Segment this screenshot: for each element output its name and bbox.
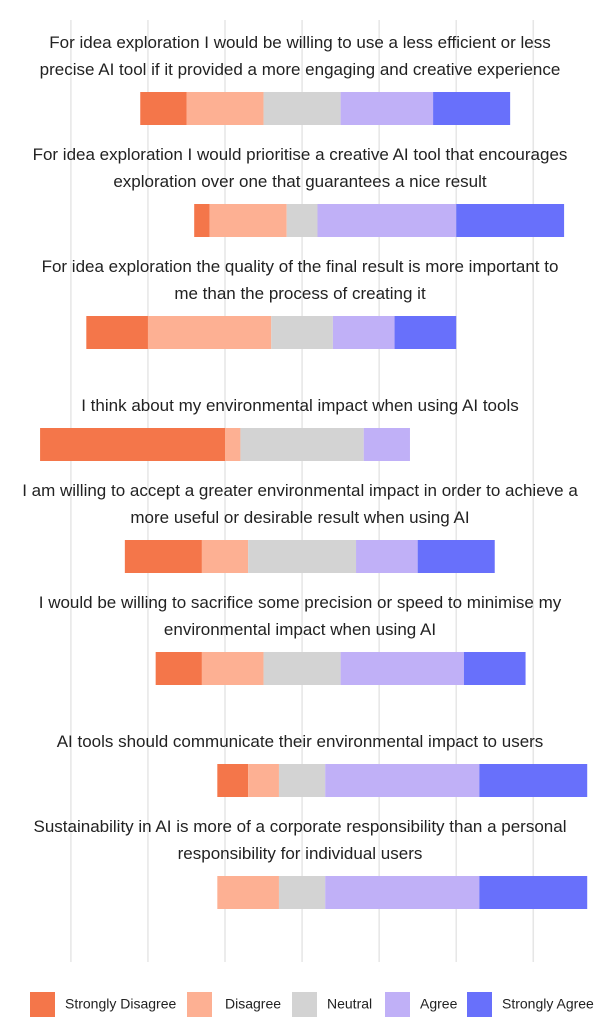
bar-segment: [363, 428, 410, 461]
bar-segment: [225, 428, 241, 461]
legend-swatch: [467, 992, 492, 1017]
bar-segment: [201, 540, 249, 573]
bar-segment: [124, 540, 202, 573]
bar-segment: [263, 652, 341, 685]
legend-label: Strongly Agree: [502, 996, 594, 1012]
question-label: For idea exploration the quality of the …: [42, 257, 559, 276]
bar-segment: [456, 204, 565, 237]
bar-segment: [140, 92, 187, 125]
bar-segment: [248, 764, 279, 797]
bar-segment: [248, 540, 357, 573]
bar-segment: [340, 652, 464, 685]
bar-segment: [278, 764, 326, 797]
question-label: more useful or desirable result when usi…: [130, 508, 469, 527]
bar-segment: [86, 316, 148, 349]
legend-label: Neutral: [327, 996, 372, 1012]
bar-segment: [317, 204, 457, 237]
bar-segment: [40, 428, 226, 461]
bar-segment: [194, 204, 210, 237]
bar-segment: [217, 876, 279, 909]
bar-segment: [479, 764, 588, 797]
bar-segment: [463, 652, 526, 685]
bar-segment: [240, 428, 364, 461]
legend-label: Disagree: [225, 996, 281, 1012]
question-label: me than the process of creating it: [174, 284, 426, 303]
legend-swatch: [187, 992, 212, 1017]
question-label: AI tools should communicate their enviro…: [57, 732, 544, 751]
legend-swatch: [292, 992, 317, 1017]
bar-segment: [155, 652, 202, 685]
bar-segment: [479, 876, 588, 909]
legend-label: Strongly Disagree: [65, 996, 176, 1012]
bar-segment: [186, 92, 264, 125]
question-label: environmental impact when using AI: [164, 620, 436, 639]
legend-swatch: [385, 992, 410, 1017]
bar-segment: [394, 316, 457, 349]
bar-segment: [356, 540, 418, 573]
bar-segment: [325, 764, 480, 797]
question-label: I am willing to accept a greater environ…: [22, 481, 578, 500]
bar-segment: [271, 316, 333, 349]
legend-label: Agree: [420, 996, 458, 1012]
bar-segment: [278, 876, 326, 909]
bar-segment: [325, 876, 480, 909]
question-label: responsibility for individual users: [178, 844, 423, 863]
question-label: precise AI tool if it provided a more en…: [40, 60, 561, 79]
question-label: I would be willing to sacrifice some pre…: [39, 593, 562, 612]
bar-segment: [332, 316, 395, 349]
bar-segment: [417, 540, 495, 573]
bar-segment: [201, 652, 264, 685]
bar-segment: [209, 204, 287, 237]
question-label: For idea exploration I would be willing …: [49, 33, 550, 52]
bar-segment: [263, 92, 341, 125]
bar-segment: [147, 316, 272, 349]
bar-segment: [286, 204, 318, 237]
question-label: I think about my environmental impact wh…: [81, 396, 519, 415]
bar-segment: [340, 92, 434, 125]
question-label: For idea exploration I would prioritise …: [33, 145, 568, 164]
bar-segment: [217, 764, 249, 797]
question-label: Sustainability in AI is more of a corpor…: [34, 817, 567, 836]
bar-segment: [433, 92, 511, 125]
legend-swatch: [30, 992, 55, 1017]
question-label: exploration over one that guarantees a n…: [113, 172, 487, 191]
